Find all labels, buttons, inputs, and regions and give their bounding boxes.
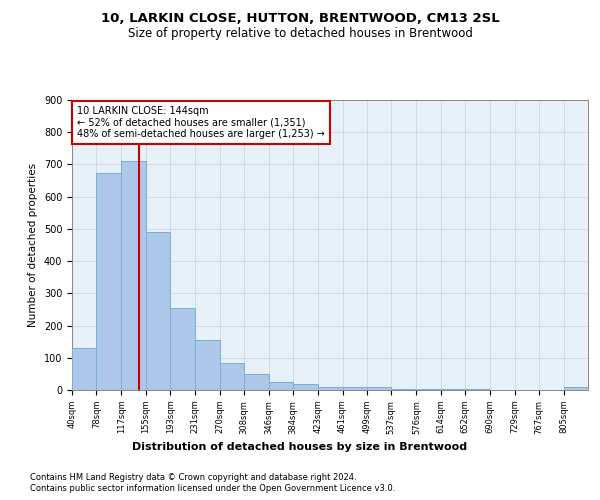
Bar	[170, 308, 195, 390]
Text: 10, LARKIN CLOSE, HUTTON, BRENTWOOD, CM13 2SL: 10, LARKIN CLOSE, HUTTON, BRENTWOOD, CM1…	[101, 12, 499, 26]
Bar	[293, 384, 318, 390]
Text: Contains public sector information licensed under the Open Government Licence v3: Contains public sector information licen…	[30, 484, 395, 493]
Bar	[416, 389, 441, 390]
Bar	[72, 348, 97, 390]
Bar	[121, 161, 146, 390]
Bar	[367, 388, 391, 390]
Bar	[195, 340, 220, 390]
Text: Size of property relative to detached houses in Brentwood: Size of property relative to detached ho…	[128, 28, 472, 40]
Bar	[97, 172, 121, 390]
Bar	[343, 387, 367, 390]
Text: Contains HM Land Registry data © Crown copyright and database right 2024.: Contains HM Land Registry data © Crown c…	[30, 472, 356, 482]
Bar	[146, 232, 170, 390]
Text: 10 LARKIN CLOSE: 144sqm
← 52% of detached houses are smaller (1,351)
48% of semi: 10 LARKIN CLOSE: 144sqm ← 52% of detache…	[77, 106, 325, 139]
Y-axis label: Number of detached properties: Number of detached properties	[28, 163, 38, 327]
Bar	[391, 388, 416, 390]
Text: Distribution of detached houses by size in Brentwood: Distribution of detached houses by size …	[133, 442, 467, 452]
Bar	[318, 387, 343, 390]
Bar	[269, 382, 293, 390]
Bar	[244, 374, 269, 390]
Bar	[563, 388, 588, 390]
Bar	[220, 362, 244, 390]
